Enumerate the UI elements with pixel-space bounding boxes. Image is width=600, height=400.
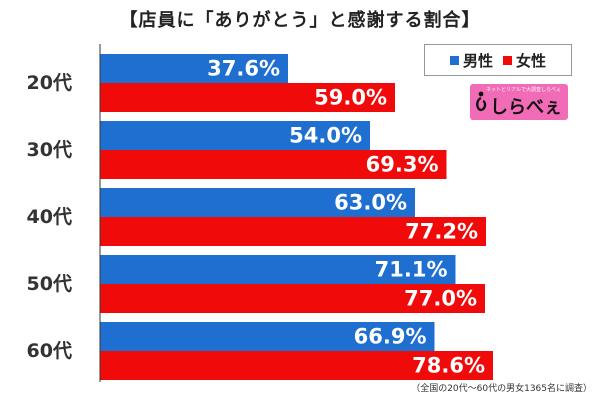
bar-female: [100, 83, 395, 112]
data-label: 77.0%: [404, 287, 477, 311]
data-label: 63.0%: [334, 191, 407, 215]
legend-label-female: 女性: [516, 51, 547, 70]
data-label: 71.1%: [375, 258, 448, 282]
data-label: 59.0%: [314, 86, 387, 110]
data-label: 37.6%: [207, 57, 280, 81]
bar-male: [100, 121, 370, 150]
bar-female: [100, 150, 447, 179]
chart-title: 【店員に「ありがとう」と感謝する割合】: [119, 10, 481, 31]
bar-male: [100, 54, 288, 83]
category-label: 30代: [27, 139, 72, 161]
data-label: 77.2%: [405, 220, 478, 244]
logo-mark-icon: [476, 91, 487, 112]
category-label: 50代: [27, 273, 72, 295]
data-label: 66.9%: [354, 325, 427, 349]
bar-male: [100, 255, 456, 284]
shirabee-logo: ネットとリアルで大調査しらべぇ しらべぇ: [470, 84, 568, 120]
legend-label-male: 男性: [462, 51, 493, 70]
bar-female: [100, 351, 493, 380]
data-label: 69.3%: [366, 153, 439, 177]
bar-male: [100, 188, 415, 217]
data-label: 78.6%: [412, 354, 485, 378]
legend-swatch-female: [503, 55, 512, 65]
data-label: 54.0%: [289, 124, 362, 148]
bar-female: [100, 217, 486, 246]
category-label: 20代: [27, 72, 72, 94]
bar-male: [100, 322, 435, 351]
logo-tagline: ネットとリアルで大調査しらべぇ: [486, 87, 561, 93]
legend-swatch-male: [449, 55, 459, 65]
logo-text: しらべぇ: [490, 97, 562, 118]
legend-item-male: 男性: [449, 50, 493, 71]
category-label: 60代: [27, 340, 72, 362]
legend: 男性 女性: [424, 44, 572, 76]
legend-item-female: 女性: [503, 50, 546, 71]
footnote: （全国の20代～60代の男女1365名に調査）: [411, 384, 592, 394]
category-label: 40代: [27, 206, 72, 228]
bar-female: [100, 284, 485, 313]
